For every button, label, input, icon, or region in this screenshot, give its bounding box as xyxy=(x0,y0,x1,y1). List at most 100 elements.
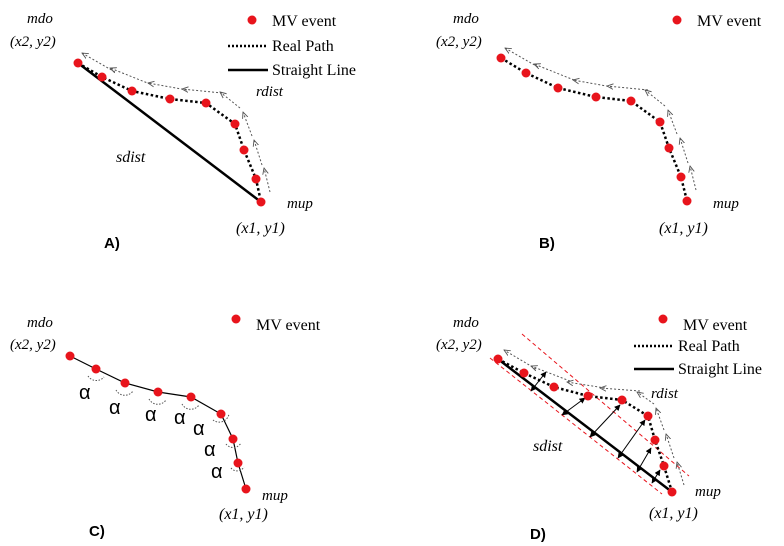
mv-event xyxy=(664,143,674,153)
angle-symbol: α xyxy=(174,407,186,429)
end-name: mup xyxy=(262,488,288,504)
end-coords: (x1, y1) xyxy=(649,505,698,522)
real-distance-label: rdist xyxy=(651,386,679,402)
mv-event xyxy=(496,53,506,63)
end-coords: (x1, y1) xyxy=(236,220,285,237)
mv-event xyxy=(216,409,226,419)
start-coords: (x2, y2) xyxy=(436,34,482,50)
panel-a: MV event Real Path Straight Line mdo (x2… xyxy=(10,11,356,252)
legend-event-label: MV event xyxy=(697,13,762,30)
mv-event xyxy=(73,58,83,68)
mv-event xyxy=(165,94,175,104)
mv-event xyxy=(251,174,261,184)
mv-event xyxy=(120,378,130,388)
angle-labels: α α α α α α α xyxy=(79,382,223,483)
legend-b: MV event xyxy=(672,13,762,30)
mv-event xyxy=(583,391,593,401)
mv-event xyxy=(493,354,503,364)
angle-symbol: α xyxy=(204,439,216,461)
legend-straight-line-label: Straight Line xyxy=(678,361,762,378)
straight-distance-label: sdist xyxy=(533,438,563,455)
panel-d: MV event Real Path Straight Line mdo (x2… xyxy=(436,314,762,543)
angle-symbol: α xyxy=(193,418,205,440)
end-name: mup xyxy=(287,196,313,212)
mv-events xyxy=(65,351,251,494)
panel-label: C) xyxy=(89,523,105,540)
legend-event-dot xyxy=(247,15,257,25)
panel-label: D) xyxy=(530,526,546,543)
end-name: mup xyxy=(713,196,739,212)
mv-event xyxy=(153,387,163,397)
mv-event xyxy=(256,197,266,207)
legend-real-path-label: Real Path xyxy=(678,338,740,355)
legend-event-label: MV event xyxy=(256,317,321,334)
mv-event xyxy=(667,487,677,497)
mv-event xyxy=(241,484,251,494)
mv-event xyxy=(676,172,686,182)
start-name: mdo xyxy=(27,11,53,27)
mv-event xyxy=(682,196,692,206)
real-distance-label: rdist xyxy=(256,84,284,100)
panel-c: MV event mdo (x2, y2) α α α xyxy=(10,314,321,540)
panel-b: MV event mdo (x2, y2) mup (x1, y1) xyxy=(436,11,762,252)
end-coords: (x1, y1) xyxy=(219,506,268,523)
mv-event xyxy=(521,68,531,78)
angle-symbol: α xyxy=(211,461,223,483)
mv-event xyxy=(553,83,563,93)
mv-event xyxy=(617,395,627,405)
panel-label: A) xyxy=(104,235,120,252)
legend-straight-line-label: Straight Line xyxy=(272,62,356,79)
legend-a: MV event Real Path Straight Line xyxy=(228,13,356,79)
direction-arrows xyxy=(82,53,271,193)
mv-event xyxy=(655,117,665,127)
mv-event xyxy=(650,435,660,445)
start-coords: (x2, y2) xyxy=(436,337,482,353)
legend-event-dot xyxy=(658,314,668,324)
legend-real-path-label: Real Path xyxy=(272,38,334,55)
legend-event-dot xyxy=(231,314,241,324)
real-path xyxy=(500,56,689,202)
mv-event xyxy=(659,461,669,471)
direction-arrows xyxy=(505,48,697,191)
direction-arrows xyxy=(504,350,685,486)
mv-event xyxy=(233,458,243,468)
mv-event xyxy=(65,351,75,361)
straight-distance-label: sdist xyxy=(116,149,146,166)
end-name: mup xyxy=(695,484,721,500)
mv-event xyxy=(91,364,101,374)
legend-d: MV event Real Path Straight Line xyxy=(634,314,762,378)
angle-symbol: α xyxy=(109,397,121,419)
start-coords: (x2, y2) xyxy=(10,337,56,353)
start-coords: (x2, y2) xyxy=(10,34,56,50)
start-name: mdo xyxy=(453,315,479,331)
angle-symbol: α xyxy=(79,382,91,404)
mv-events xyxy=(493,354,677,497)
legend-event-label: MV event xyxy=(683,317,748,334)
mv-event xyxy=(127,86,137,96)
legend-c: MV event xyxy=(231,314,321,334)
mv-event xyxy=(97,72,107,82)
mv-event xyxy=(549,382,559,392)
panel-label: B) xyxy=(539,235,555,252)
mv-event xyxy=(239,145,249,155)
mv-event xyxy=(186,392,196,402)
mv-event xyxy=(591,92,601,102)
straight-line xyxy=(497,358,673,493)
mv-events xyxy=(73,58,266,207)
mv-event xyxy=(230,119,240,129)
mv-event xyxy=(626,96,636,106)
angle-symbol: α xyxy=(145,404,157,426)
straight-line xyxy=(77,62,262,203)
mv-event xyxy=(643,411,653,421)
mv-event xyxy=(228,434,238,444)
mv-event xyxy=(201,98,211,108)
distance-arrows xyxy=(530,371,661,484)
legend-event-dot xyxy=(672,15,682,25)
start-name: mdo xyxy=(27,315,53,331)
mv-events xyxy=(496,53,692,206)
angle-arcs xyxy=(87,375,245,472)
legend-event-label: MV event xyxy=(272,13,337,30)
mv-event xyxy=(519,368,529,378)
